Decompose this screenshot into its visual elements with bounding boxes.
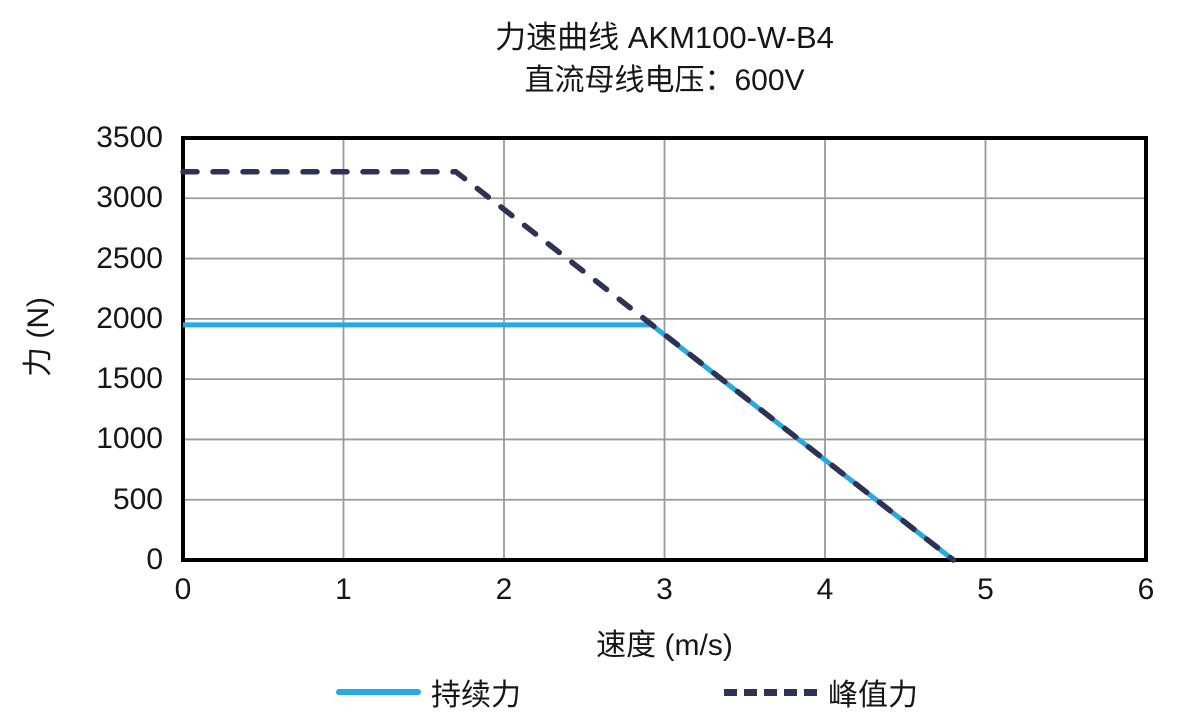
x-tick-label: 0 [174,573,192,606]
legend-label-continuous: 持续力 [431,679,521,712]
y-tick-label: 0 [146,543,163,576]
series-line-0 [183,322,955,562]
y-tick-label: 2000 [96,301,163,335]
legend-label-peak: 峰值力 [828,679,918,712]
y-tick-label: 3000 [96,181,163,215]
series-line-1 [180,169,957,563]
y-tick-label: 1500 [96,362,163,396]
x-tick-label: 2 [495,573,513,606]
x-tick-label: 5 [977,573,994,606]
x-axis-label: 速度 (m/s) [596,629,733,662]
y-tick-label: 1000 [96,422,163,456]
x-tick-label: 6 [1137,573,1155,606]
peak-line-swatch-icon [724,688,821,696]
y-tick-label: 2500 [96,241,163,275]
y-tick-label: 3500 [96,121,163,154]
plot-frame [181,136,1148,562]
x-tick-label: 4 [816,573,834,606]
y-tick-label: 500 [112,482,163,516]
continuous-line-swatch-icon [336,689,421,695]
chart-title: 力速曲线 AKM100-W-B4 [495,20,834,55]
legend-item-continuous: 持续力 [336,672,521,712]
plot-area [180,136,1148,563]
legend-item-peak: 峰值力 [724,672,918,712]
chart-subtitle: 直流母线电压：600V [524,64,805,97]
x-tick-label: 3 [656,573,673,606]
x-tick-label: 1 [335,573,352,606]
